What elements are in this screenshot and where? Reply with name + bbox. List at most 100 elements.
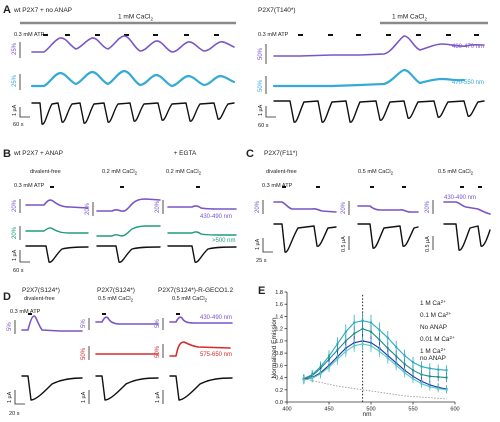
b-pct-label-1: 20% [12, 199, 18, 212]
panel-letter-d: D [3, 291, 11, 303]
a-right-purple-wavelength: 430-470 nm [452, 44, 484, 50]
b-green-trace-3 [167, 231, 237, 236]
e-data-point [353, 321, 356, 324]
c-current-label-3: 0.5 µA [425, 236, 431, 252]
e-data-point [437, 368, 440, 371]
e-data-point [344, 339, 347, 342]
panel-e: E Normalized Emission nm 400 450 500 550 600… [258, 285, 460, 418]
atp-label-a-right: 0.3 mM ATP [258, 32, 289, 38]
e-series-line [303, 343, 447, 391]
e-data-point [412, 369, 414, 372]
b-cond3-b: 0.2 mM CaCl2 [166, 169, 202, 176]
e-data-point [386, 357, 389, 359]
e-data-point [319, 372, 322, 375]
b-purple-wavelength: 430-490 nm [200, 214, 232, 220]
e-series-line [303, 378, 447, 400]
d-purple-trace-1 [21, 315, 83, 332]
d-current-trace-3 [169, 375, 233, 401]
e-data-point [353, 332, 356, 335]
a-right-pct-label-2: 50% [258, 79, 264, 92]
a-right-purple-trace [273, 35, 485, 57]
d-red-pct-label-2: 50% [81, 347, 87, 360]
atp-label-b: 0.3 mM ATP [14, 183, 45, 189]
a-right-current-scalebar [265, 106, 276, 118]
d-cond2: 0.5 mM CaCl2 [98, 296, 134, 303]
e-series-line [303, 320, 447, 380]
d-purple-trace-3 [169, 316, 233, 324]
e-data-point [395, 346, 398, 348]
e-data-point [361, 342, 364, 345]
c-current-trace-1 [273, 223, 337, 253]
panel-letter-e: E [258, 285, 265, 297]
b-purple-trace-1 [25, 199, 89, 209]
b-green-trace-1 [25, 227, 89, 234]
a-right-current-trace [273, 100, 485, 123]
atp-label-d: 0.3 mM ATP [10, 309, 41, 315]
e-y-tick-label: 1.0 [275, 339, 283, 345]
a-left-current-label: 1 µA [12, 104, 18, 116]
e-data-point [445, 388, 448, 391]
panel-letter-b: B [3, 148, 11, 160]
b-cond3-a: + EGTA [174, 150, 197, 157]
e-legend-entry: 0.01 M Ca2+ [420, 335, 455, 343]
b-purple-trace-3 [167, 205, 237, 210]
e-axes: 400 450 500 550 600 0.0 0.2 0.4 0.6 0.8 1.0 1.2 1.4 1… [275, 290, 459, 413]
e-y-tick-label: 0.8 [275, 351, 283, 357]
cacl2-label-left: 1 mM CaCl2 [118, 14, 154, 22]
c-purple-trace-3 [443, 201, 491, 215]
e-data-point [328, 366, 330, 369]
e-legend-entry: 1 M Ca2+ [420, 299, 446, 307]
e-y-tick-label: 1.6 [275, 302, 283, 308]
b-green-trace-2 [96, 225, 161, 237]
panel-letter-a: A [3, 4, 11, 16]
e-x-tick-label: 400 [282, 407, 291, 413]
e-data-point [420, 382, 423, 385]
d-pct-label-1: 5% [7, 322, 13, 331]
a-right-cyan-wavelength: 470-550 nm [452, 80, 484, 86]
e-data-point [420, 365, 423, 368]
e-data-point [428, 367, 431, 370]
e-series-3 [302, 337, 448, 394]
e-data-point [378, 338, 381, 341]
c-pct-label-1: 20% [255, 200, 261, 213]
e-legend-entry: No ANAP [420, 324, 447, 331]
d-cond3: 0.5 mM CaCl2 [172, 296, 208, 303]
e-data-point [395, 364, 398, 367]
e-data-point [302, 379, 305, 381]
b-green-wavelength: >500 nm [212, 238, 236, 244]
e-data-point [370, 321, 372, 324]
panel-c: C P2X7(F11*) divalent-free 0.5 mM CaCl2 … [246, 148, 491, 264]
e-series-4 [303, 378, 447, 400]
a-right-time-label: 60 s [258, 123, 269, 129]
d-purple-trace-2 [95, 316, 159, 325]
a-right-current-label: 1 µA [258, 104, 264, 116]
c-pct-label-3: 20% [425, 200, 431, 213]
b-current-trace-3 [167, 245, 237, 263]
c-cond2: 0.5 mM CaCl2 [358, 169, 394, 176]
a-right-pct-label-1: 50% [258, 47, 264, 60]
d-current-label-2: 1 µA [81, 391, 87, 403]
e-series [302, 312, 448, 400]
c-time-label: 25 s [256, 258, 267, 264]
c-pct-label-2: 20% [341, 201, 347, 214]
e-legend-entry-line2: no ANAP [420, 355, 446, 362]
e-legend: 1 M Ca2+ 0.1 M Ca2+ No ANAP 0.01 M Ca2+ 1 M … [420, 299, 455, 362]
b-pct-label-3: 20% [155, 200, 161, 213]
d-time-label: 20 s [9, 411, 20, 417]
b-cond2: 0.2 mM CaCl2 [102, 169, 138, 176]
b-green-pct-label: 20% [12, 226, 18, 239]
d-pct-label-3: 5% [155, 319, 161, 328]
d-red-wavelength: 575-650 nm [200, 352, 232, 358]
d-current-trace-1 [21, 375, 83, 401]
d-title-1: P2X7(S124*) [22, 287, 60, 294]
a-left-current-trace [31, 102, 235, 125]
e-data-point [361, 319, 364, 322]
e-data-point [370, 330, 372, 333]
e-data-point [353, 344, 356, 347]
a-left-current-scalebar [19, 107, 30, 118]
e-data-point [344, 350, 347, 353]
d-current-scalebar-1 [14, 390, 25, 405]
e-data-point [428, 375, 431, 378]
c-current-trace-2 [357, 223, 419, 249]
e-data-point [386, 347, 389, 350]
